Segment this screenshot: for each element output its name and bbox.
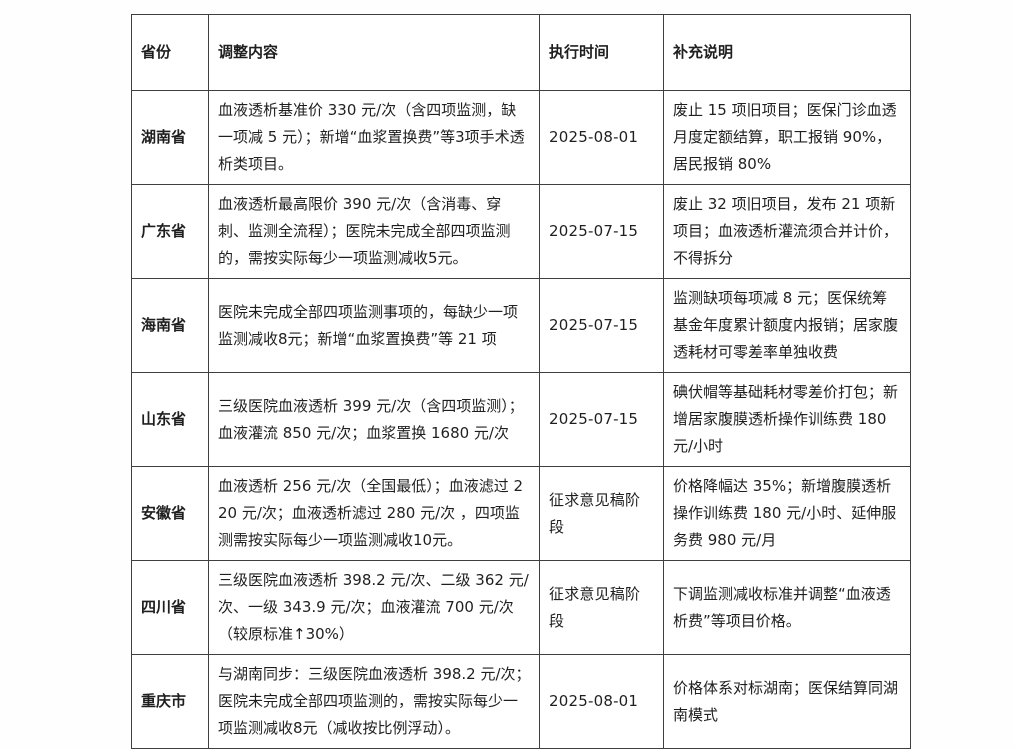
cell-time: 2025-07-15 — [539, 372, 664, 467]
header-cell-note: 补充说明 — [663, 14, 911, 91]
cell-content: 血液透析基准价 330 元/次（含四项监测，缺一项减 5 元）；新增“血浆置换费… — [208, 90, 540, 185]
cell-content: 与湖南同步：三级医院血液透析 398.2 元/次；医院未完成全部四项监测的，需按… — [208, 654, 540, 749]
cell-note: 碘伏帽等基础耗材零差价打包；新增居家腹膜透析操作训练费 180 元/小时 — [663, 372, 911, 467]
cell-province: 广东省 — [131, 184, 209, 279]
header-cell-content: 调整内容 — [208, 14, 540, 91]
cell-province: 重庆市 — [131, 654, 209, 749]
cell-content: 三级医院血液透析 398.2 元/次、二级 362 元/次、一级 343.9 元… — [208, 560, 540, 655]
cell-time: 征求意见稿阶段 — [539, 560, 664, 655]
header-cell-time: 执行时间 — [539, 14, 664, 91]
cell-content: 血液透析最高限价 390 元/次（含消毒、穿刺、监测全流程）；医院未完成全部四项… — [208, 184, 540, 279]
dialysis-pricing-table-container: 省份 调整内容 执行时间 补充说明 湖南省 血液透析基准价 330 元/次（含四… — [131, 14, 911, 749]
table-header-row: 省份 调整内容 执行时间 补充说明 — [131, 14, 911, 91]
dialysis-pricing-table: 省份 调整内容 执行时间 补充说明 湖南省 血液透析基准价 330 元/次（含四… — [131, 14, 911, 749]
cell-note: 价格体系对标湖南；医保结算同湖南模式 — [663, 654, 911, 749]
cell-time: 2025-08-01 — [539, 90, 664, 185]
table-row-sichuan: 四川省 三级医院血液透析 398.2 元/次、二级 362 元/次、一级 343… — [131, 560, 911, 655]
cell-note: 废止 15 项旧项目；医保门诊血透月度定额结算，职工报销 90%，居民报销 80… — [663, 90, 911, 185]
cell-time: 2025-08-01 — [539, 654, 664, 749]
cell-note: 价格降幅达 35%；新增腹膜透析操作训练费 180 元/小时、延伸服务费 980… — [663, 466, 911, 561]
cell-note: 监测缺项每项减 8 元；医保统筹基金年度累计额度内报销；居家腹透耗材可零差率单独… — [663, 278, 911, 373]
cell-province: 海南省 — [131, 278, 209, 373]
cell-note: 下调监测减收标准并调整“血液透析费”等项目价格。 — [663, 560, 911, 655]
table-row-hunan: 湖南省 血液透析基准价 330 元/次（含四项监测，缺一项减 5 元）；新增“血… — [131, 90, 911, 185]
cell-content: 医院未完成全部四项监测事项的，每缺少一项监测减收8元；新增“血浆置换费”等 21… — [208, 278, 540, 373]
cell-note: 废止 32 项旧项目，发布 21 项新项目；血液透析灌流须合并计价，不得拆分 — [663, 184, 911, 279]
table-row-shandong: 山东省 三级医院血液透析 399 元/次（含四项监测）；血液灌流 850 元/次… — [131, 372, 911, 467]
cell-province: 湖南省 — [131, 90, 209, 185]
cell-content: 三级医院血液透析 399 元/次（含四项监测）；血液灌流 850 元/次；血浆置… — [208, 372, 540, 467]
table-row-guangdong: 广东省 血液透析最高限价 390 元/次（含消毒、穿刺、监测全流程）；医院未完成… — [131, 184, 911, 279]
cell-province: 安徽省 — [131, 466, 209, 561]
cell-content: 血液透析 256 元/次（全国最低）；血液滤过 220 元/次；血液透析滤过 2… — [208, 466, 540, 561]
table-row-chongqing: 重庆市 与湖南同步：三级医院血液透析 398.2 元/次；医院未完成全部四项监测… — [131, 654, 911, 749]
table-row-anhui: 安徽省 血液透析 256 元/次（全国最低）；血液滤过 220 元/次；血液透析… — [131, 466, 911, 561]
cell-province: 四川省 — [131, 560, 209, 655]
table-row-hainan: 海南省 医院未完成全部四项监测事项的，每缺少一项监测减收8元；新增“血浆置换费”… — [131, 278, 911, 373]
cell-time: 2025-07-15 — [539, 184, 664, 279]
header-cell-province: 省份 — [131, 14, 209, 91]
cell-time: 2025-07-15 — [539, 278, 664, 373]
cell-province: 山东省 — [131, 372, 209, 467]
cell-time: 征求意见稿阶段 — [539, 466, 664, 561]
